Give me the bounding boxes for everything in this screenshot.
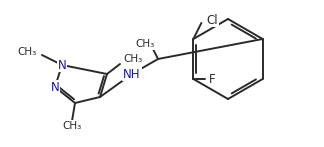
Text: CH₃: CH₃ bbox=[135, 39, 155, 49]
Text: CH₃: CH₃ bbox=[18, 47, 37, 57]
Text: N: N bbox=[58, 59, 66, 71]
Text: F: F bbox=[209, 72, 216, 86]
Text: N: N bbox=[51, 81, 59, 93]
Text: CH₃: CH₃ bbox=[63, 121, 82, 131]
Text: NH: NH bbox=[123, 67, 141, 81]
Text: Cl: Cl bbox=[206, 14, 218, 26]
Text: CH₃: CH₃ bbox=[123, 54, 142, 64]
